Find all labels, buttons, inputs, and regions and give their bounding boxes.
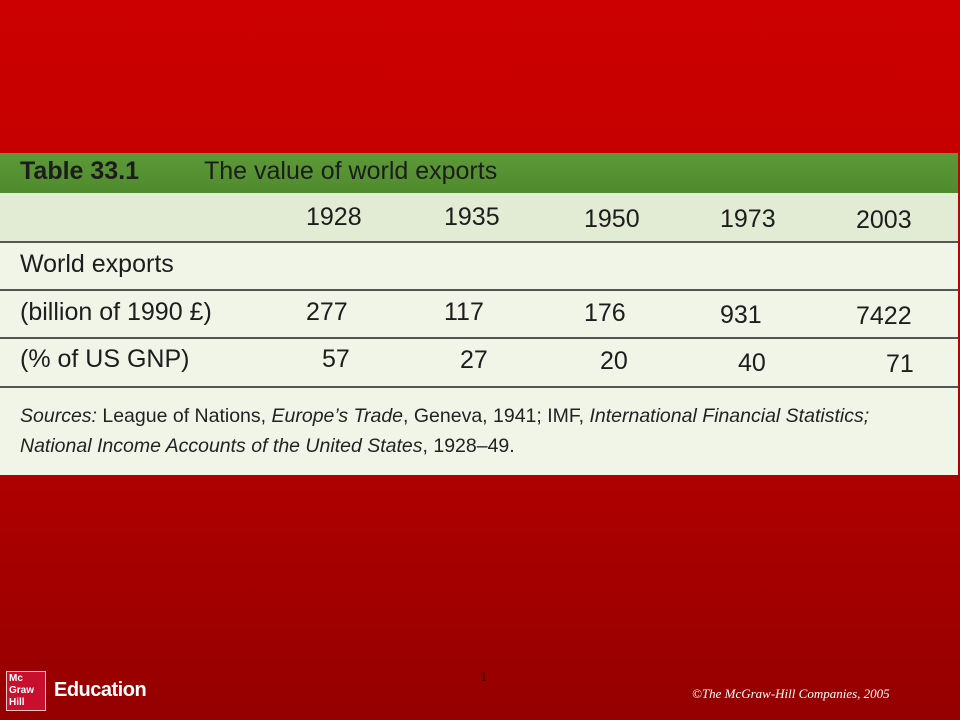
table-cell: 931 (720, 301, 762, 329)
table-header-band (0, 193, 958, 241)
row-label: (% of US GNP) (20, 345, 190, 373)
table-image: Table 33.1 The value of world exports 19… (0, 153, 958, 475)
table-cell: 7422 (856, 302, 912, 330)
logo-line: Hill (9, 697, 25, 708)
row-heading: World exports (20, 250, 174, 278)
source-part: Sources: (20, 405, 97, 427)
source-part: League of Nations, (96, 405, 272, 427)
table-cell: 176 (584, 299, 626, 327)
year-header: 1928 (306, 203, 362, 231)
source-part: , Geneva, 1941; IMF, (403, 405, 590, 427)
table-cell: 71 (886, 350, 914, 378)
source-part: , 1928–49. (422, 435, 515, 457)
page-number: 1 (480, 670, 487, 685)
table-title: The value of world exports (204, 157, 498, 185)
copyright-notice: ©The McGraw-Hill Companies, 2005 (692, 686, 890, 701)
table-title-bar: Table 33.1 The value of world exports (0, 153, 958, 193)
table-rule (0, 386, 958, 388)
logo-line: Graw (9, 685, 35, 696)
row-label: (billion of 1990 £) (20, 298, 212, 326)
table-cell: 57 (322, 345, 350, 373)
table-cell: 20 (600, 347, 628, 375)
table-cell: 40 (738, 349, 766, 377)
table-source-note: Sources: League of Nations, Europe’s Tra… (20, 401, 940, 461)
source-part: Europe’s Trade (271, 405, 404, 427)
logo-line: Mc (9, 673, 23, 684)
mcgraw-hill-logo: Mc Graw Hill (6, 671, 46, 711)
education-logo-text: Education (54, 679, 147, 701)
table-cell: 277 (306, 298, 348, 326)
source-part: International Financial Statistics; Nati… (20, 405, 870, 457)
table-cell: 27 (460, 346, 488, 374)
year-header: 1935 (444, 203, 500, 231)
table-rule (0, 241, 958, 243)
table-rule (0, 337, 958, 339)
year-header: 1950 (584, 205, 640, 233)
table-label: Table 33.1 (20, 157, 140, 185)
year-header: 2003 (856, 206, 912, 234)
table-cell: 117 (444, 298, 484, 326)
year-header: 1973 (720, 205, 776, 233)
table-rule (0, 289, 958, 291)
